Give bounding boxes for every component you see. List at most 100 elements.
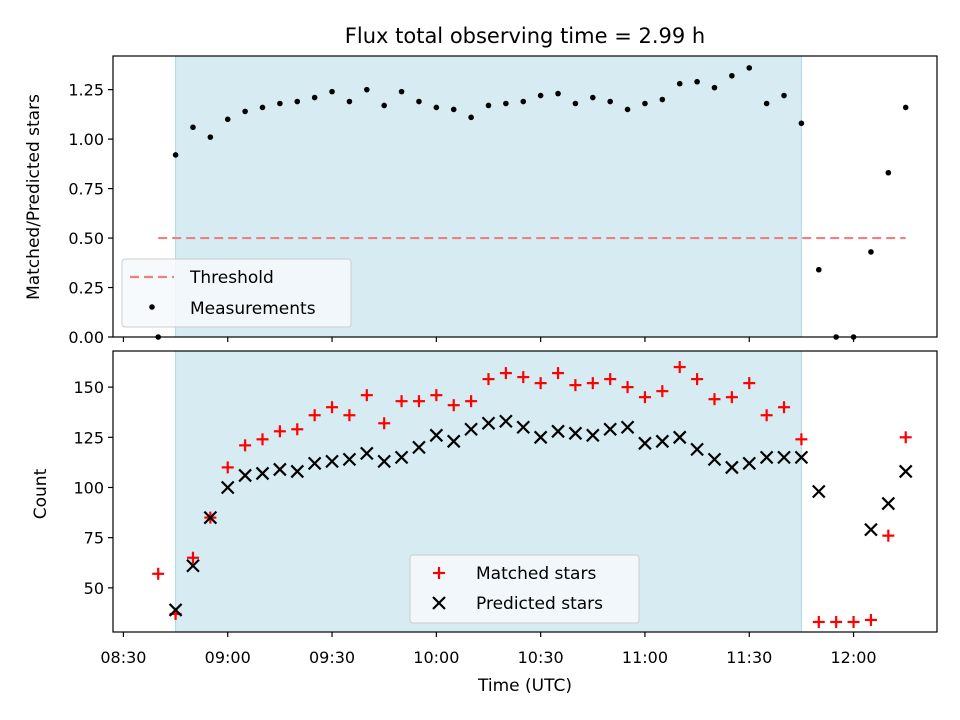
- measurement-point: [555, 90, 561, 97]
- predicted-star-point: [186, 558, 200, 573]
- top-legend-box: [121, 258, 352, 328]
- measurement-point: [589, 94, 596, 101]
- predicted-star-point: [429, 428, 444, 443]
- y-tick-label: 125: [73, 428, 104, 447]
- predicted-star-point: [551, 424, 565, 439]
- measurement-point: [902, 104, 909, 111]
- measurements-legend-label: Measurements: [190, 299, 316, 319]
- predicted-star-point: [464, 422, 478, 437]
- matched-star-point: [291, 423, 304, 436]
- measurement-point: [746, 65, 753, 71]
- predicted-star-point: [360, 446, 374, 461]
- measurement-point: [329, 88, 335, 95]
- matched-star-point: [708, 393, 721, 406]
- predicted-star-point: [342, 452, 357, 467]
- predicted-star-point: [672, 430, 687, 445]
- matched-legend-label: Matched stars: [476, 564, 596, 584]
- predicted-star-point: [707, 452, 722, 467]
- y-tick-label: 75: [84, 529, 104, 548]
- predicted-star-point: [777, 450, 791, 465]
- matched-stars-points: [152, 361, 912, 628]
- measurement-point: [190, 124, 196, 131]
- matched-star-point: [812, 615, 825, 628]
- measurement-point: [207, 134, 214, 140]
- matched-star-point: [621, 381, 634, 394]
- predicted-star-point: [516, 420, 531, 435]
- predicted-stars-points: [168, 414, 913, 617]
- matched-star-point: [691, 373, 704, 386]
- matched-star-point: [465, 395, 478, 408]
- measurement-point: [711, 84, 718, 91]
- measurement-point: [659, 96, 666, 103]
- predicted-star-point: [881, 496, 896, 511]
- measurement-point: [520, 98, 527, 105]
- predicted-star-point: [238, 468, 252, 483]
- matched-star-point: [795, 433, 808, 446]
- predicted-star-point: [394, 450, 409, 465]
- y-tick-label: 0.00: [68, 328, 104, 347]
- measurement-point: [294, 98, 301, 105]
- matched-star-point: [725, 391, 738, 404]
- measurement-point: [885, 169, 892, 176]
- threshold-legend-label: Threshold: [189, 268, 274, 288]
- matched-star-point: [569, 379, 582, 392]
- measurement-point: [259, 104, 266, 111]
- predicted-star-point: [864, 522, 878, 537]
- matched-star-point: [326, 401, 339, 414]
- matched-star-point: [395, 395, 408, 408]
- count-panel: 50 75 100 125 150 08:30 09:00 09:30 10:00 10:30 1…: [73, 350, 938, 667]
- measurement-point: [450, 106, 457, 113]
- predicted-star-point: [603, 422, 617, 437]
- measurement-point: [277, 100, 283, 107]
- measurement-point: [485, 102, 492, 109]
- measurement-point: [224, 116, 231, 123]
- measurement-point: [642, 100, 648, 107]
- measurement-point: [781, 92, 787, 99]
- matched-star-point: [778, 401, 791, 414]
- y-tick-label: 100: [73, 478, 104, 497]
- predicted-star-point: [273, 462, 287, 477]
- measurement-point: [572, 100, 579, 107]
- y-tick-label: 1.00: [68, 130, 104, 149]
- predicted-star-point: [586, 428, 600, 443]
- x-tick-label: 11:00: [622, 648, 668, 667]
- predicted-star-point: [325, 454, 339, 469]
- y-tick-label: 50: [84, 579, 104, 598]
- bottom-legend: Matched stars Predicted stars: [409, 554, 640, 624]
- matched-star-point: [343, 409, 356, 422]
- matched-star-point: [482, 373, 495, 386]
- predicted-star-point: [533, 430, 548, 445]
- measurement-point: [242, 108, 248, 115]
- predicted-star-point: [499, 414, 513, 429]
- measurement-point: [398, 88, 405, 95]
- matched-star-point: [221, 461, 234, 474]
- predicted-star-point: [255, 466, 270, 481]
- measurement-point: [868, 249, 874, 255]
- matched-star-point: [847, 615, 860, 628]
- matched-star-point: [534, 377, 547, 390]
- measurement-point: [346, 98, 353, 105]
- y-tick-label: 0.50: [68, 229, 104, 248]
- predicted-star-point: [481, 416, 496, 431]
- bottom-y-ticks: 50 75 100 125 150: [73, 378, 113, 598]
- predicted-star-point: [725, 460, 739, 475]
- measurement-point: [381, 102, 387, 109]
- y-tick-label: 1.25: [68, 81, 104, 100]
- matched-star-point: [882, 529, 895, 542]
- measurement-point: [763, 100, 770, 107]
- x-tick-label: 11:30: [726, 648, 772, 667]
- x-tick-label: 09:30: [309, 648, 355, 667]
- matched-legend-swatch: [433, 567, 445, 579]
- measurement-point: [729, 72, 735, 79]
- matched-star-point: [899, 431, 912, 444]
- measurement-point: [676, 80, 683, 87]
- matched-star-point: [864, 613, 877, 626]
- bottom-y-axis-label: Count: [31, 468, 51, 519]
- measurements-legend-swatch: [149, 304, 155, 310]
- measurement-point: [364, 86, 370, 93]
- matched-star-point: [152, 567, 165, 580]
- predicted-star-point: [690, 442, 704, 457]
- measurement-point: [798, 120, 805, 127]
- matched-star-point: [656, 385, 669, 398]
- x-tick-label: 09:00: [205, 648, 251, 667]
